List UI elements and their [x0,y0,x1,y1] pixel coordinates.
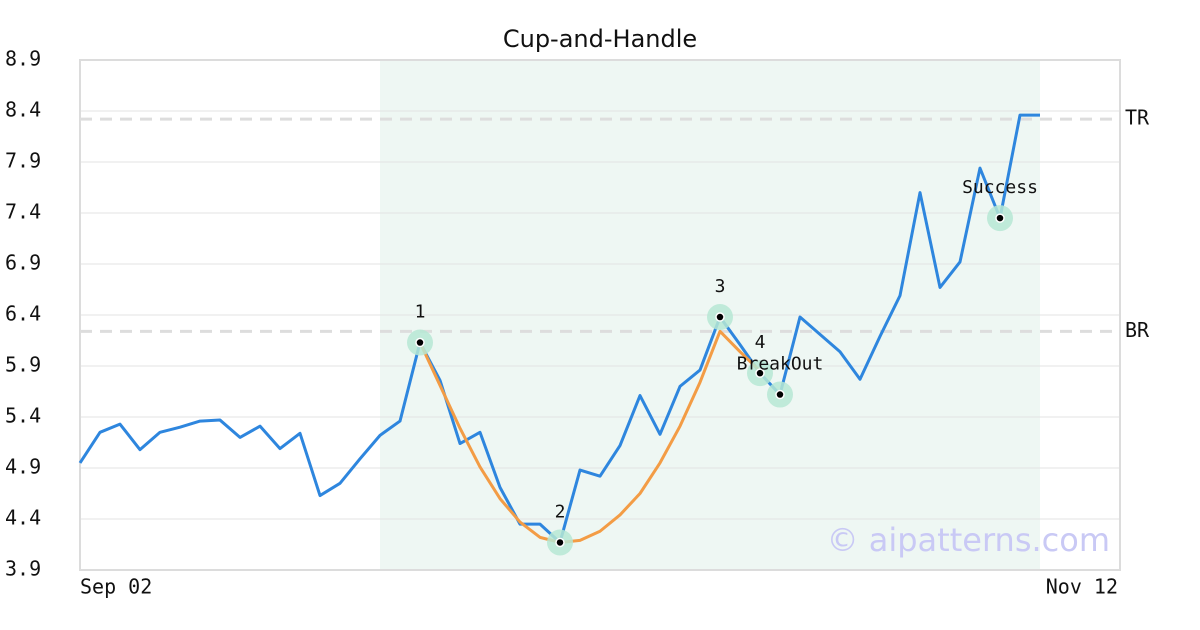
level-label: TR [1125,106,1150,130]
y-tick-label: 8.9 [5,47,41,71]
y-tick-label: 4.4 [5,506,41,530]
chart-title: Cup-and-Handle [503,25,697,53]
level-label: BR [1125,318,1150,342]
plot-frame [79,59,1121,571]
annotation-label: 3 [715,276,726,297]
annotation-point [995,213,1005,223]
y-tick-label: 7.4 [5,200,41,224]
series-line [418,329,762,544]
y-tick-label: 6.9 [5,251,41,275]
annotation-point [775,389,785,400]
annotation-label: Success [962,177,1038,198]
annotation-label: BreakOut [737,354,824,375]
annotation-label: 4 [755,332,766,353]
y-tick-label: 5.9 [5,353,41,377]
watermark: © aipatterns.com [827,521,1110,559]
y-tick-label: 5.4 [5,404,41,428]
annotation-point [415,337,425,348]
y-tick-label: 6.4 [5,302,41,326]
y-tick-label: 4.9 [5,455,41,479]
y-tick-label: 7.9 [5,149,41,173]
x-tick-label: Nov 12 [1046,575,1118,599]
annotation-label: 2 [555,501,566,522]
annotation-label: 1 [415,302,426,323]
annotation-point [755,368,765,378]
annotation-point [715,312,725,322]
annotation-point [555,537,565,548]
y-tick-label: 3.9 [5,557,41,581]
x-tick-label: Sep 02 [80,575,152,599]
y-tick-label: 8.4 [5,98,41,122]
